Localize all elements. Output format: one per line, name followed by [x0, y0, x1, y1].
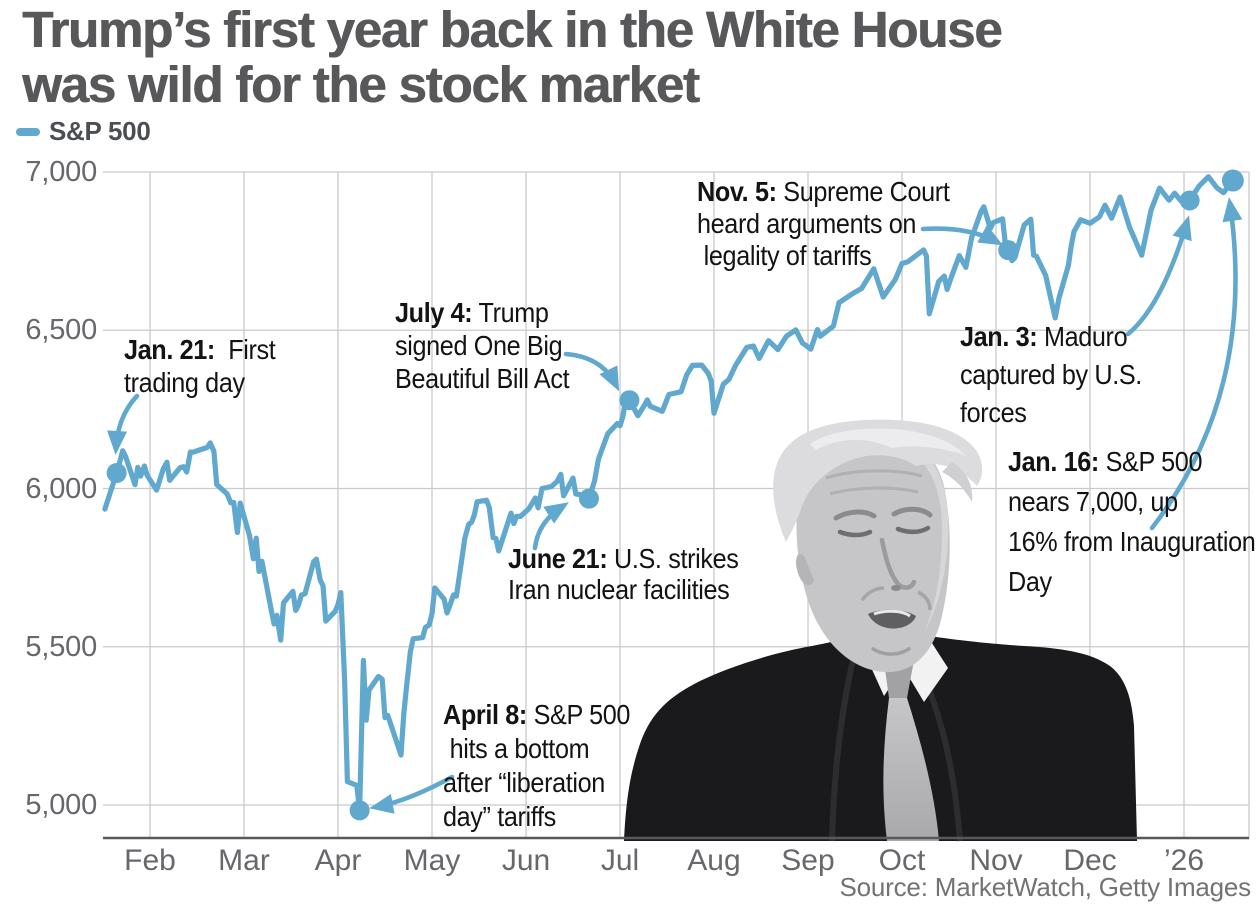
- annotation-line: day” tariffs: [443, 801, 556, 832]
- page-title: Trump’s first year back in the White Hou…: [22, 2, 1242, 112]
- annotation-line: Beautiful Bill Act: [395, 363, 570, 394]
- marker-nov5: [998, 240, 1019, 261]
- y-tick-6000: 6,000: [25, 472, 97, 505]
- legend-line-swatch-icon: [16, 127, 40, 136]
- arrow-jun21: [532, 502, 569, 551]
- marker-jun21: [578, 488, 599, 509]
- annotation-apr8: April 8: S&P 500 hits a bottom after “lib…: [443, 698, 630, 834]
- arrow-nov5: [920, 225, 1004, 246]
- annotation-jan16: Jan. 16: S&P 500 nears 7,000, up 16% from …: [1008, 442, 1256, 602]
- annotation-nov5: Nov. 5: Supreme Court heard arguments on …: [697, 176, 950, 272]
- annotation-line: hits a bottom: [443, 733, 590, 764]
- x-tick-May: May: [403, 844, 461, 877]
- y-tick-7000: 7,000: [25, 156, 97, 188]
- annotation-line: Day: [1008, 566, 1052, 597]
- y-tick-5000: 5,000: [25, 789, 97, 821]
- x-tick-Jun: Jun: [501, 844, 551, 877]
- x-tick-Sep: Sep: [781, 844, 835, 877]
- x-tick-Aug: Aug: [687, 844, 741, 877]
- x-tick-Apr: Apr: [314, 844, 362, 877]
- marker-jan3: [1179, 190, 1200, 211]
- annotation-line: heard arguments on: [697, 208, 917, 239]
- x-tick-Feb: Feb: [124, 844, 176, 877]
- annotation-line: signed One Big: [395, 330, 563, 361]
- annotation-line: forces: [960, 397, 1027, 428]
- source-credit: Source: MarketWatch, Getty Images: [839, 872, 1252, 902]
- annotation-line: captured by U.S.: [960, 359, 1142, 390]
- annotation-line: Jan. 16: S&P 500: [1008, 446, 1203, 477]
- annotation-line: Iran nuclear facilities: [508, 574, 730, 605]
- y-tick-6500: 6,500: [25, 314, 97, 347]
- arrow-apr8: [369, 774, 455, 814]
- marker-jul4: [619, 390, 640, 411]
- x-tick-Oct: Oct: [878, 844, 926, 877]
- annotation-jan3: Jan. 3: Maduro captured by U.S. forces: [960, 318, 1142, 432]
- annotation-line: trading day: [124, 367, 245, 398]
- annotation-line: legality of tariffs: [697, 240, 872, 271]
- arrow-jan21: [107, 393, 140, 455]
- annotation-arrows: [107, 197, 1243, 814]
- annotation-line: Jan. 3: Maduro: [960, 321, 1128, 352]
- marker-apr8: [349, 800, 370, 821]
- annotation-line: 16% from Inauguration: [1008, 526, 1256, 557]
- annotation-jan21: Jan. 21: First trading day: [124, 333, 276, 399]
- y-tick-5500: 5,500: [25, 630, 97, 663]
- annotation-line: Jan. 21: First: [124, 334, 276, 365]
- legend-label: S&P 500: [49, 116, 151, 146]
- sp500-line-layer: [102, 169, 1249, 840]
- annotation-line: after “liberation: [443, 767, 605, 798]
- title-line-1: Trump’s first year back in the White Hou…: [22, 1, 1002, 58]
- x-tick-26: ’26: [1163, 844, 1205, 877]
- x-tick-Nov: Nov: [969, 844, 1023, 877]
- marker-jan21: [106, 462, 127, 483]
- annotation-jul4: July 4: Trump signed One Big Beautiful Bil…: [395, 296, 570, 395]
- annotation-line: July 4: Trump: [395, 297, 549, 328]
- annotation-line: April 8: S&P 500: [443, 699, 631, 730]
- annotation-line: nears 7,000, up: [1008, 486, 1178, 517]
- arrow-jan3: [1125, 215, 1192, 337]
- marker-jan16: [1221, 169, 1244, 192]
- legend: S&P 500: [16, 116, 151, 147]
- trump-photo: [624, 419, 1137, 842]
- arrow-jan16: [1149, 197, 1243, 531]
- annotation-line: Nov. 5: Supreme Court: [697, 176, 950, 207]
- arrow-jul4: [563, 351, 620, 392]
- annotation-jun21: June 21: U.S. strikes Iran nuclear facili…: [508, 543, 739, 605]
- annotation-line: June 21: U.S. strikes: [508, 543, 739, 574]
- x-tick-Dec: Dec: [1063, 844, 1117, 877]
- title-line-2: was wild for the stock market: [22, 56, 700, 113]
- x-tick-Jul: Jul: [600, 844, 640, 877]
- x-tick-Mar: Mar: [218, 844, 270, 877]
